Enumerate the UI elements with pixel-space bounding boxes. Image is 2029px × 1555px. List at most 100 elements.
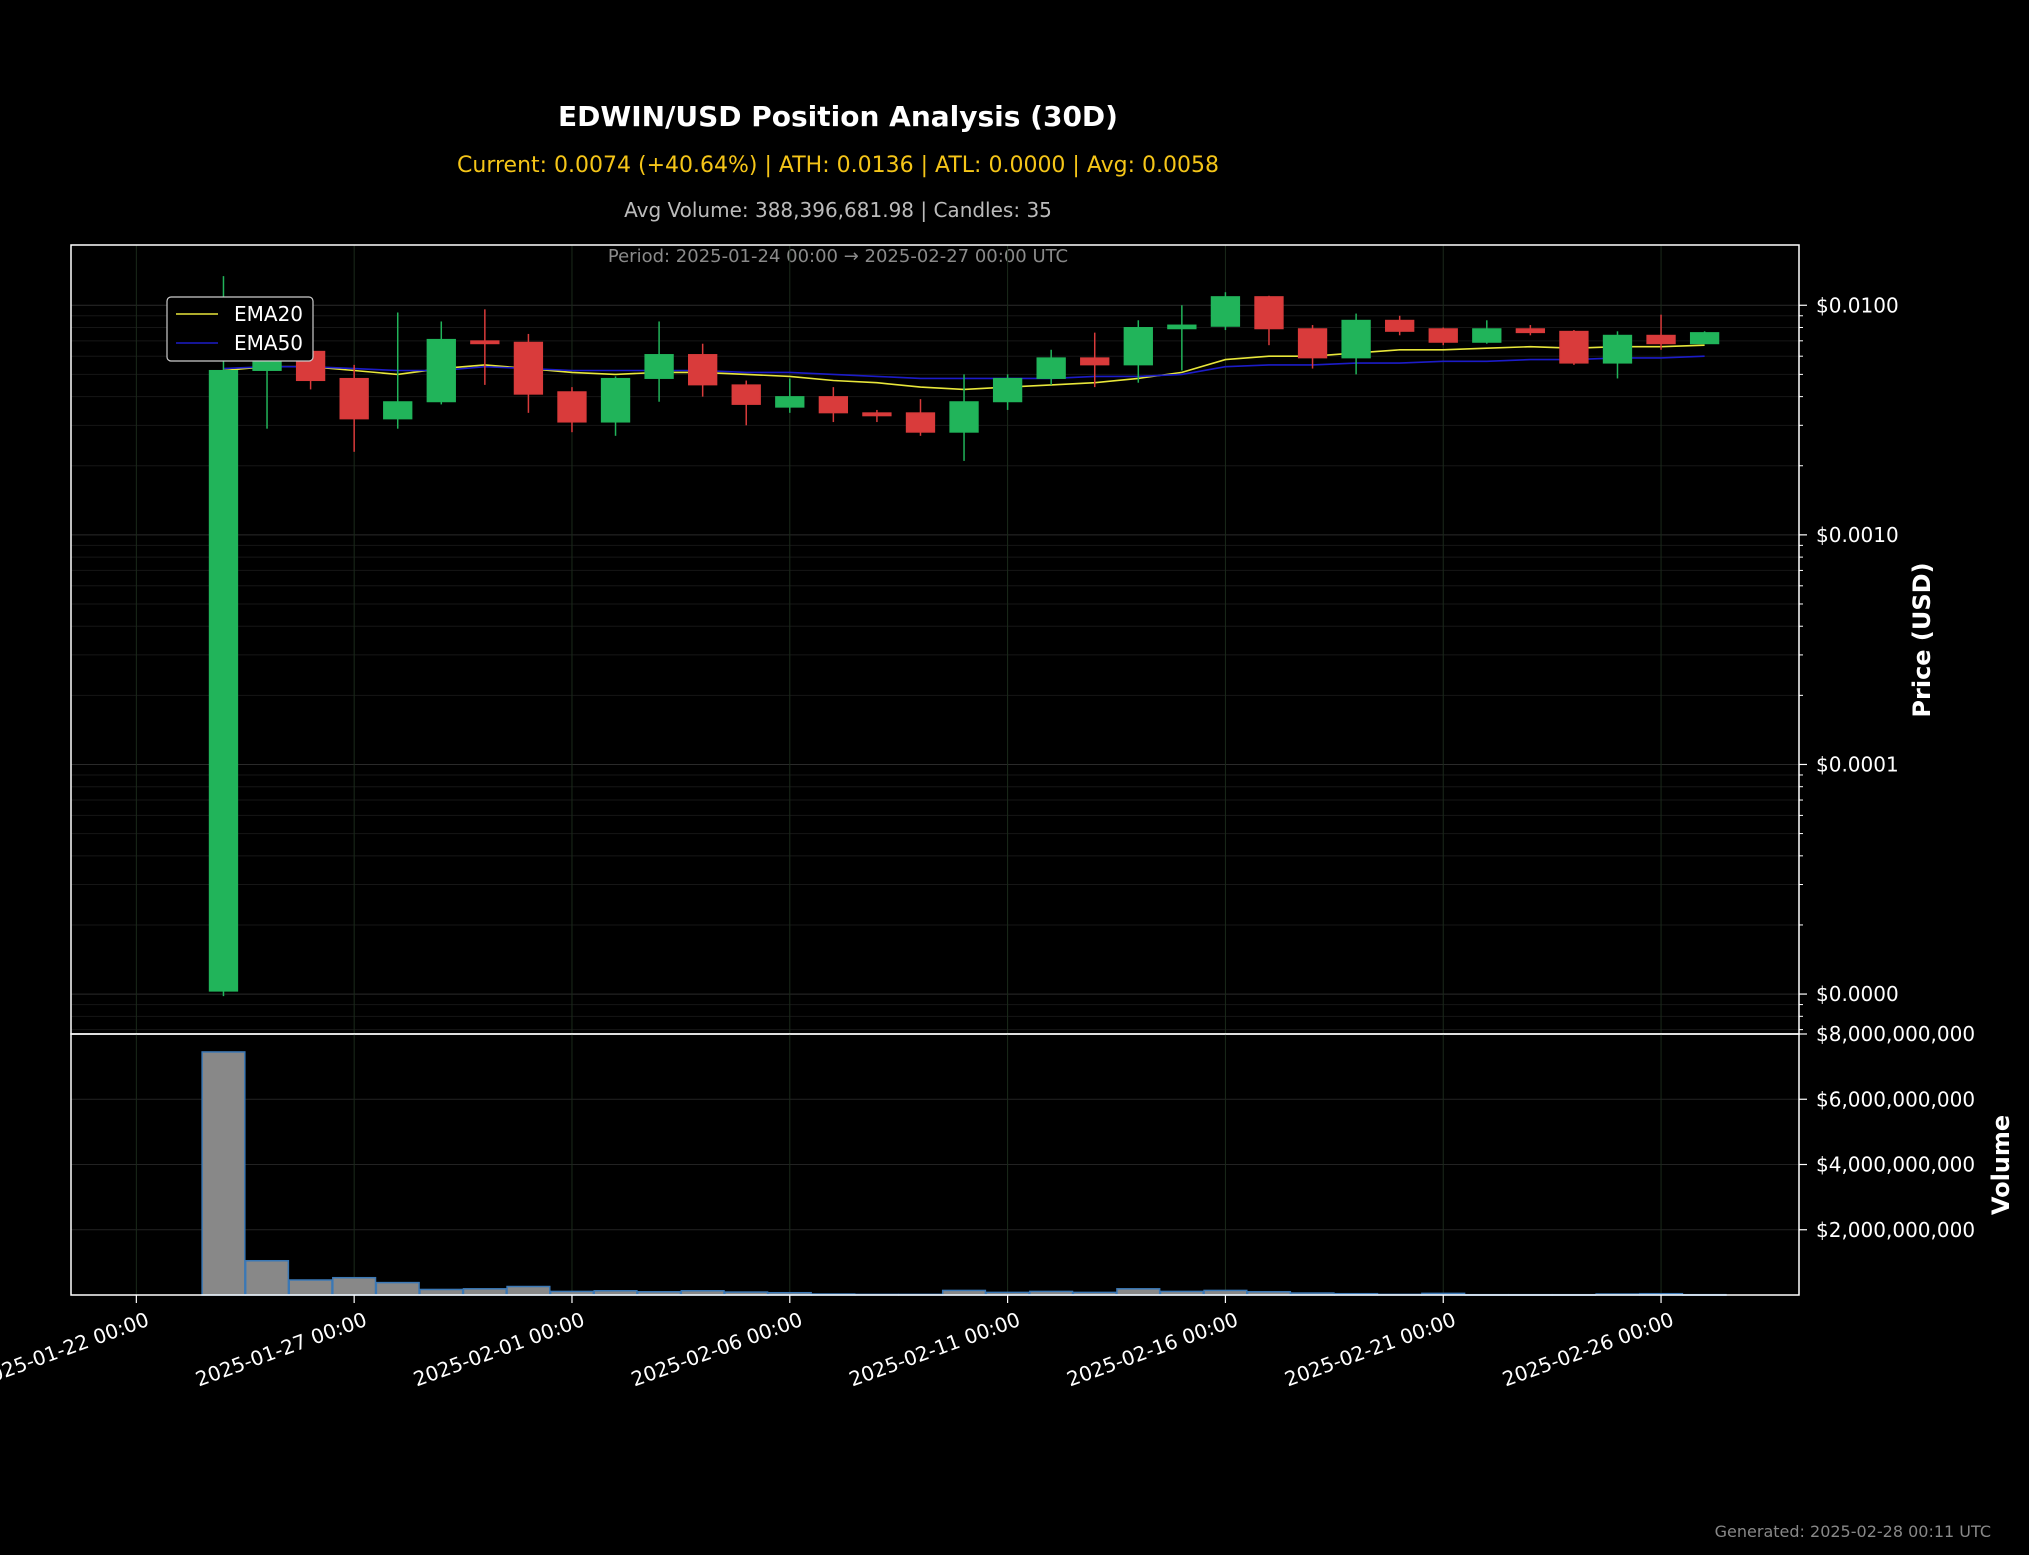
x-tick-label: 2025-02-21 00:00 xyxy=(1281,1307,1459,1391)
candle-body xyxy=(1080,357,1110,366)
volume-axis-ticks: $2,000,000,000 $4,000,000,000 $6,000,000,0… xyxy=(1799,1022,1975,1242)
candle xyxy=(1689,331,1720,345)
candle-body xyxy=(644,354,674,379)
candle-body xyxy=(1254,296,1284,330)
candle xyxy=(1515,325,1546,336)
volume-panel-frame xyxy=(70,1033,1800,1296)
volume-bar xyxy=(419,1288,464,1296)
candle xyxy=(731,380,761,426)
candle xyxy=(862,409,892,423)
legend-box xyxy=(166,296,314,362)
candle-body xyxy=(1036,357,1066,379)
x-tick-label: 2025-02-26 00:00 xyxy=(1499,1307,1677,1391)
candle xyxy=(1559,330,1589,365)
candle-body xyxy=(688,354,718,386)
candle-body xyxy=(470,340,500,345)
volume-bar xyxy=(375,1281,420,1296)
candle-body xyxy=(905,412,936,433)
volume-bar xyxy=(462,1288,507,1296)
generated-timestamp: Generated: 2025-02-28 00:11 UTC xyxy=(1715,1522,1991,1541)
candles xyxy=(208,276,1720,997)
candle xyxy=(600,376,631,436)
x-tick-label: 2025-02-01 00:00 xyxy=(410,1307,588,1391)
candle xyxy=(1602,331,1633,379)
x-tick-label: 2025-02-11 00:00 xyxy=(846,1307,1024,1391)
candle xyxy=(208,276,239,997)
candle-body xyxy=(1167,324,1197,330)
volume-bar xyxy=(332,1276,377,1296)
candle-body xyxy=(600,377,631,423)
price-tick-label: $0.0001 xyxy=(1816,752,1899,776)
candle-body xyxy=(731,384,761,405)
legend-label: EMA20 xyxy=(234,302,303,326)
candle xyxy=(1341,313,1371,375)
chart-title: EDWIN/USD Position Analysis (30D) xyxy=(558,100,1118,133)
candle xyxy=(1210,292,1241,331)
candle xyxy=(339,364,369,452)
candle xyxy=(688,343,718,397)
candle-body xyxy=(513,341,544,395)
candle-body xyxy=(992,377,1023,403)
volume-tick-label: $6,000,000,000 xyxy=(1816,1087,1975,1111)
volume-tick-label: $4,000,000,000 xyxy=(1816,1153,1975,1177)
price-tick-label: $0.0100 xyxy=(1816,293,1899,317)
candle-body xyxy=(1515,328,1546,334)
volume-tick-label: $8,000,000,000 xyxy=(1816,1022,1975,1046)
price-tick-label: $0.0010 xyxy=(1816,523,1899,547)
candle xyxy=(513,333,544,413)
candle-body xyxy=(208,369,239,992)
volume-bar xyxy=(288,1279,333,1296)
volume-tick-label: $2,000,000,000 xyxy=(1816,1218,1975,1242)
legend-label: EMA50 xyxy=(234,331,303,355)
candle xyxy=(949,374,979,461)
candle xyxy=(1036,349,1066,385)
period-line: Period: 2025-01-24 00:00 → 2025-02-27 00… xyxy=(608,246,1068,267)
candle-body xyxy=(1602,334,1633,364)
candle-body xyxy=(426,338,456,403)
volume-axis-label: Volume xyxy=(1987,1115,2015,1215)
candle xyxy=(1385,315,1415,336)
volume-panel: $2,000,000,000 $4,000,000,000 $6,000,000,0… xyxy=(70,1022,2015,1296)
price-panel: $0.0100 $0.0010 $0.0001 $0.0000 Price (USD)… xyxy=(70,244,1936,1035)
candle-body xyxy=(1472,328,1502,343)
candle-body xyxy=(1341,319,1371,359)
candle-body xyxy=(557,391,587,423)
candle-body xyxy=(818,396,849,414)
price-axis-ticks: $0.0100 $0.0010 $0.0001 $0.0000 xyxy=(1799,293,1899,1031)
volume-bar xyxy=(506,1285,551,1296)
candle xyxy=(992,374,1023,410)
candle-body xyxy=(1646,334,1676,345)
volume-line: Avg Volume: 388,396,681.98 | Candles: 35 xyxy=(624,198,1052,222)
price-tick-label: $0.0000 xyxy=(1816,982,1899,1006)
candle xyxy=(644,321,674,402)
candle xyxy=(426,321,456,405)
candle xyxy=(1123,320,1153,383)
candle-body xyxy=(1428,328,1458,343)
x-tick-label: 2025-01-22 00:00 xyxy=(0,1307,152,1391)
candle xyxy=(1080,332,1110,388)
legend: EMA20 EMA50 xyxy=(166,296,314,362)
candle xyxy=(1254,295,1284,346)
candle xyxy=(383,312,413,429)
candle xyxy=(905,399,936,436)
candle xyxy=(1472,320,1502,344)
x-tick-label: 2025-02-06 00:00 xyxy=(628,1307,806,1391)
candle-body xyxy=(862,412,892,417)
price-panel-frame xyxy=(70,244,1800,1035)
candle xyxy=(1428,327,1458,346)
candle-body xyxy=(339,377,369,420)
candle-body xyxy=(949,401,979,433)
candle-body xyxy=(1385,319,1415,332)
candle-body xyxy=(383,401,413,420)
volume-bar xyxy=(244,1259,290,1296)
candle xyxy=(818,387,849,423)
candle-body xyxy=(775,396,805,408)
candle xyxy=(1646,314,1676,350)
candle-body xyxy=(1123,327,1153,366)
candle-body xyxy=(1210,296,1241,327)
volume-bar xyxy=(201,1051,246,1296)
candle xyxy=(557,387,587,433)
candle xyxy=(1297,325,1328,369)
volume-grid xyxy=(71,1033,1799,1295)
